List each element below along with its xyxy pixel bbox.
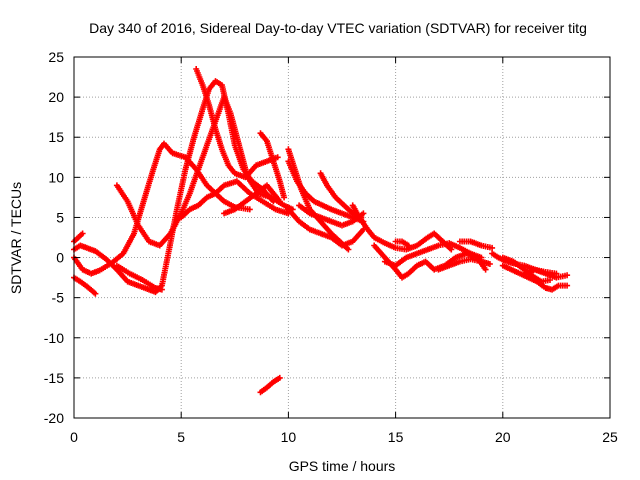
data-point <box>158 286 165 293</box>
x-axis-label: GPS time / hours <box>289 458 396 474</box>
y-tick-label: -15 <box>44 370 64 386</box>
data-point <box>448 246 455 253</box>
y-tick-label: 0 <box>56 250 64 266</box>
series-arc-m <box>285 158 367 225</box>
series-arc-k <box>257 374 283 396</box>
series-arc-h <box>178 178 292 221</box>
data-point <box>553 270 560 277</box>
data-point <box>360 210 367 217</box>
data-point <box>405 242 412 249</box>
data-point <box>276 198 283 205</box>
y-tick-label: 5 <box>56 209 64 225</box>
y-tick-label: 20 <box>48 89 64 105</box>
y-tick-label: 10 <box>48 169 64 185</box>
data-point <box>482 266 489 273</box>
series-arc-f <box>113 262 165 293</box>
data-point <box>345 246 352 253</box>
data-point <box>547 277 553 283</box>
y-tick-label: 15 <box>48 129 64 145</box>
y-tick-label: -10 <box>44 330 64 346</box>
series-arc-z <box>521 266 560 277</box>
data-layer <box>71 66 571 396</box>
series-arc-e <box>113 94 296 249</box>
x-tick-label: 25 <box>602 429 618 445</box>
data-point <box>281 194 288 201</box>
series-arc-t <box>392 238 412 249</box>
y-tick-label: -20 <box>44 410 64 426</box>
series-arc-n <box>285 206 367 249</box>
x-tick-label: 20 <box>495 429 511 445</box>
y-tick-label: 25 <box>48 49 64 65</box>
series-arc-g <box>193 66 281 181</box>
chart-title: Day 340 of 2016, Sidereal Day-to-day VTE… <box>89 20 587 36</box>
data-point <box>276 374 283 381</box>
x-tick-label: 10 <box>281 429 297 445</box>
data-point <box>564 282 571 289</box>
y-axis-label: SDTVAR / TECUs <box>8 182 24 294</box>
data-point <box>486 261 493 267</box>
x-tick-label: 0 <box>70 429 78 445</box>
y-tick-label: -5 <box>52 290 65 306</box>
ticks: 0 5 10 15 20 25 -20 -15 -10 -5 0 5 10 15 20 25 <box>44 49 618 445</box>
x-tick-label: 5 <box>177 429 185 445</box>
series-arc-j <box>257 130 288 201</box>
series-arc-u <box>435 256 493 273</box>
plot-frame <box>73 56 611 419</box>
data-point <box>246 206 253 213</box>
data-point <box>274 154 281 161</box>
series-arc-c <box>71 274 99 297</box>
series-arc-v <box>456 238 496 251</box>
data-point <box>92 290 99 297</box>
series-arc-i <box>221 182 283 217</box>
series-arc-d <box>71 230 86 245</box>
series-arc-l <box>285 146 352 253</box>
x-tick-label: 15 <box>388 429 404 445</box>
series-arc-p <box>317 170 365 221</box>
grid <box>74 57 610 418</box>
series-arc-s <box>381 240 485 269</box>
data-point <box>79 230 86 237</box>
data-point <box>564 272 571 279</box>
data-point <box>489 244 496 251</box>
